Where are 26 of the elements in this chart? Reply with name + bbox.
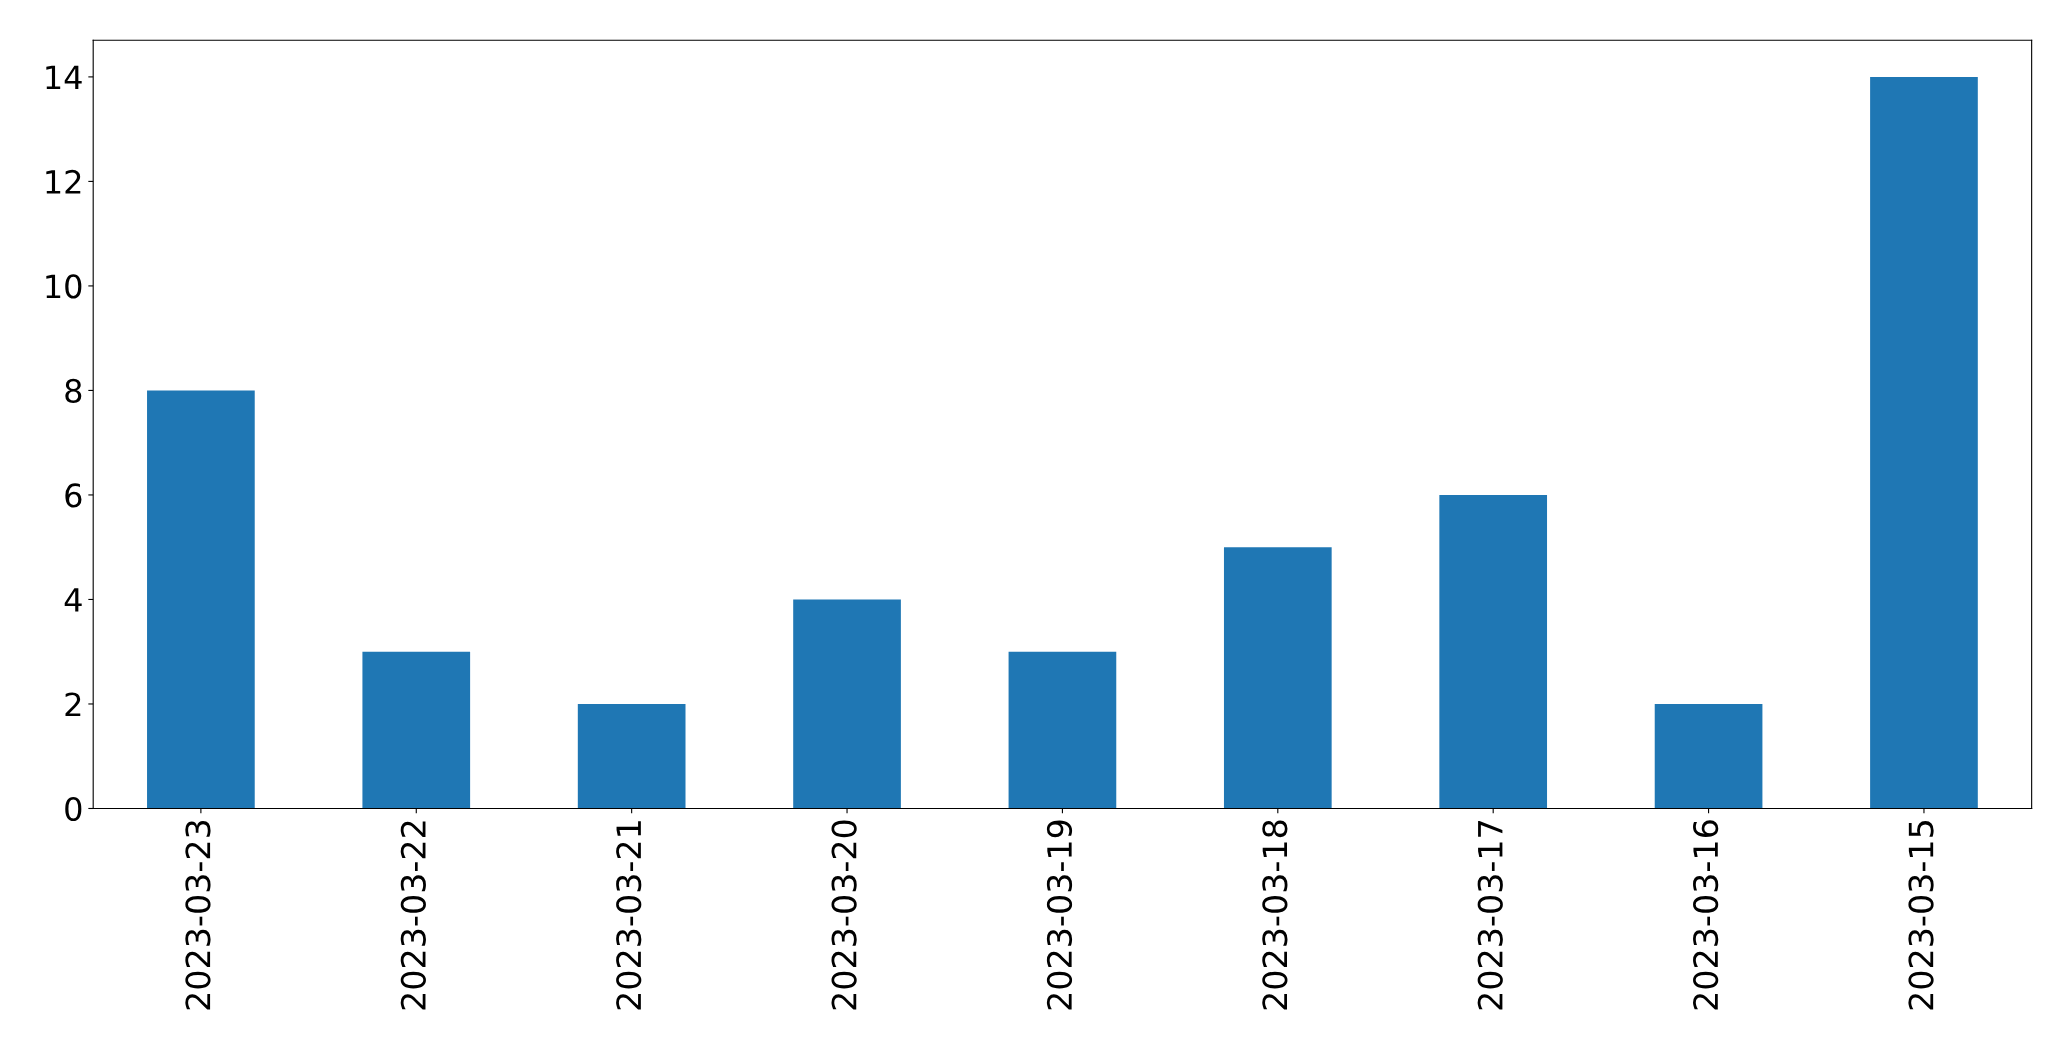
x-tick-label: 2023-03-19 [1046, 820, 1073, 1010]
bar [793, 599, 901, 809]
x-tick-label: 2023-03-23 [185, 820, 211, 1010]
x-tick-label: 2023-03-21 [616, 821, 642, 1010]
x-tick-label: 2023-03-22 [400, 821, 426, 1010]
y-tick-label: 14 [46, 65, 82, 90]
y-tick-label: 8 [65, 378, 82, 404]
x-tick-label: 2023-03-20 [831, 820, 857, 1010]
x-tick-label: 2023-03-16 [1693, 820, 1719, 1010]
y-tick-label: 2 [65, 692, 81, 717]
y-tick-label: 4 [64, 588, 82, 612]
bar [362, 651, 471, 809]
y-tick-label: 0 [65, 796, 82, 822]
bar [1870, 76, 1978, 809]
bar [577, 703, 686, 809]
bar [147, 390, 255, 809]
bar [1439, 494, 1548, 809]
x-tick-label: 2023-03-18 [1262, 820, 1288, 1010]
bar [1008, 651, 1117, 809]
y-tick-label: 12 [46, 169, 81, 194]
bar [1654, 703, 1763, 809]
bar [1223, 547, 1332, 809]
x-tick-label: 2023-03-17 [1477, 821, 1503, 1010]
y-tick-label: 10 [46, 274, 82, 299]
x-tick-label: 2023-03-15 [1908, 821, 1934, 1010]
y-tick-label: 6 [65, 483, 82, 508]
